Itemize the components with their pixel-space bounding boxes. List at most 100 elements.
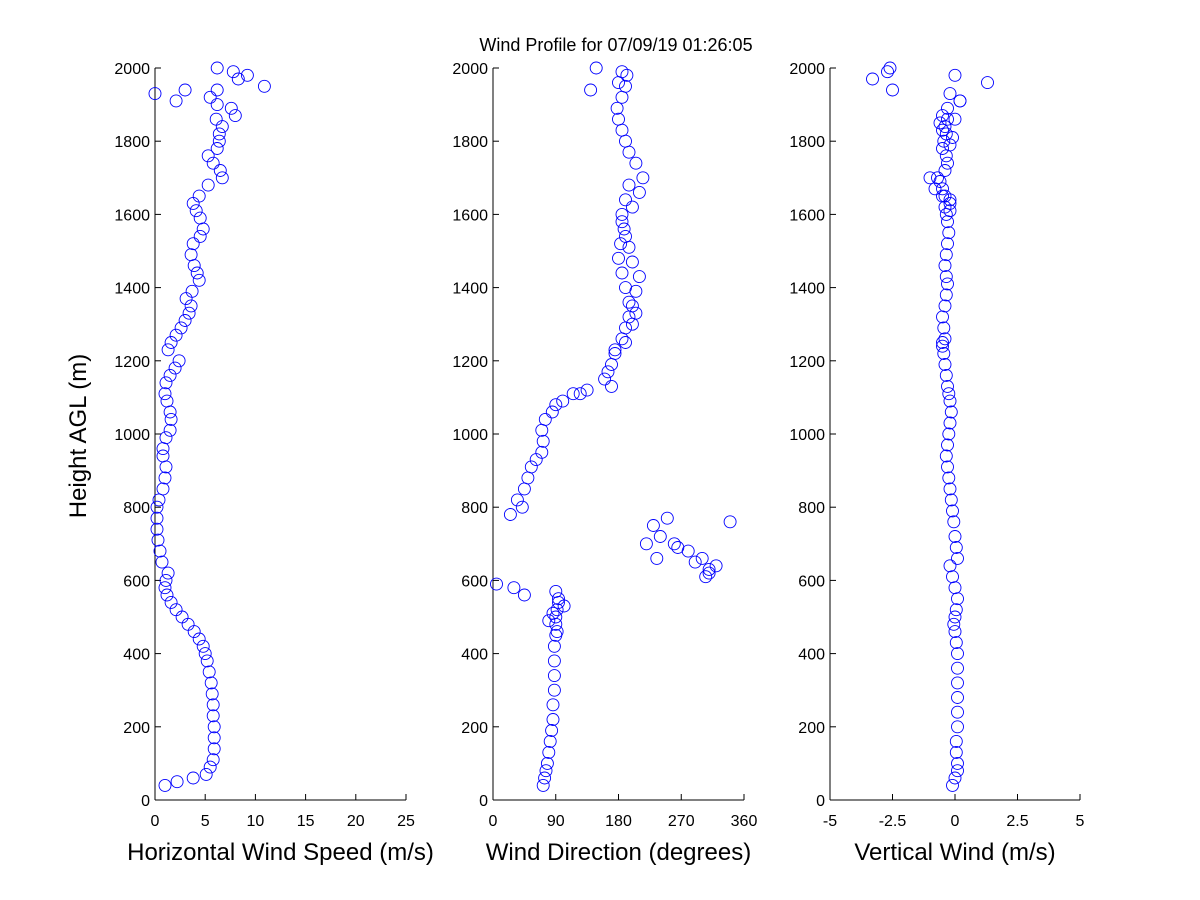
data-point <box>943 87 957 101</box>
y-tick-label: 2000 <box>789 61 825 78</box>
data-point <box>938 358 952 371</box>
x-tick-label: 5 <box>1076 813 1085 830</box>
data-point <box>942 387 956 401</box>
data-point <box>189 204 203 218</box>
data-point <box>158 387 172 401</box>
data-point <box>201 149 215 163</box>
data-point <box>931 171 944 185</box>
data-point <box>622 240 636 254</box>
data-point <box>941 112 954 126</box>
x-tick-label: 25 <box>397 813 415 830</box>
data-point <box>178 314 192 327</box>
data-point <box>164 595 178 609</box>
x-tick-label: 15 <box>297 813 315 830</box>
data-point <box>206 698 220 712</box>
data-point <box>939 207 953 221</box>
data-point <box>549 398 563 412</box>
data-point <box>159 431 173 445</box>
data-point <box>549 584 563 598</box>
data-point <box>981 76 994 90</box>
data-point <box>240 68 254 82</box>
data-point <box>185 284 199 298</box>
y-tick-label: 1600 <box>789 207 825 224</box>
y-tick-label: 200 <box>461 720 488 737</box>
data-point <box>200 654 214 668</box>
y-tick-label: 1400 <box>452 281 488 298</box>
y-tick-label: 600 <box>798 573 825 590</box>
data-point <box>155 555 169 569</box>
data-point <box>936 109 949 123</box>
data-point <box>204 676 218 690</box>
data-point <box>210 61 224 75</box>
data-point <box>608 343 622 357</box>
data-point <box>257 79 271 93</box>
data-point <box>203 760 217 774</box>
data-point <box>709 559 723 573</box>
data-point <box>201 178 215 192</box>
data-point <box>622 178 636 192</box>
data-point <box>163 368 177 382</box>
data-point <box>936 182 949 196</box>
data-point <box>550 625 564 639</box>
data-point <box>650 551 664 565</box>
data-point <box>542 745 556 759</box>
data-point <box>184 299 198 313</box>
data-point <box>953 94 967 108</box>
data-point <box>883 61 897 75</box>
data-point <box>515 500 529 514</box>
y-tick-label: 1200 <box>452 354 488 371</box>
data-point <box>629 156 643 170</box>
data-point <box>699 570 713 584</box>
data-point <box>159 460 173 474</box>
data-point <box>542 614 556 628</box>
data-point <box>615 266 629 280</box>
data-point <box>951 592 964 606</box>
data-point <box>949 541 963 554</box>
data-point <box>941 101 954 115</box>
y-tick-label: 200 <box>123 720 150 737</box>
data-point <box>615 90 629 104</box>
horizontal-wind-speed-panel: 0 200 400 600 800 1000 1200 1400 1600 1800 2000 0 5 1… <box>114 61 433 866</box>
data-point <box>192 632 206 646</box>
data-point <box>938 189 952 203</box>
data-point <box>550 603 564 617</box>
x-axis-label: Horizontal Wind Speed (m/s) <box>127 839 434 866</box>
x-tick-label: 0 <box>951 813 960 830</box>
data-point <box>951 676 964 690</box>
data-point <box>619 281 632 295</box>
data-point <box>524 460 538 474</box>
data-point <box>206 156 220 170</box>
data-point <box>938 164 952 177</box>
y-tick-label: 1800 <box>789 134 825 151</box>
data-point <box>939 288 953 302</box>
data-point <box>948 68 962 82</box>
data-point <box>943 394 957 408</box>
y-tick-label: 400 <box>123 647 150 664</box>
y-tick-label: 600 <box>461 573 488 590</box>
data-point <box>605 358 618 371</box>
data-point <box>193 229 207 243</box>
data-point <box>547 683 561 697</box>
y-tick-label: 1200 <box>114 354 150 371</box>
data-point <box>161 566 175 580</box>
data-point <box>159 376 173 390</box>
y-tick-label: 200 <box>798 720 825 737</box>
data-point <box>160 394 174 408</box>
data-point <box>951 705 964 719</box>
data-point <box>946 570 959 584</box>
data-point <box>622 295 636 309</box>
data-point <box>615 123 629 137</box>
data-point <box>215 171 229 185</box>
data-point <box>150 500 164 514</box>
data-point <box>946 131 959 144</box>
x-tick-label: 180 <box>605 813 632 830</box>
data-point <box>936 339 949 353</box>
data-point <box>948 771 962 785</box>
data-point <box>936 310 949 324</box>
data-point <box>936 189 949 203</box>
data-point <box>224 101 238 115</box>
data-point <box>948 625 962 639</box>
data-point <box>951 661 964 675</box>
data-point <box>507 581 521 595</box>
data-point <box>619 193 632 207</box>
